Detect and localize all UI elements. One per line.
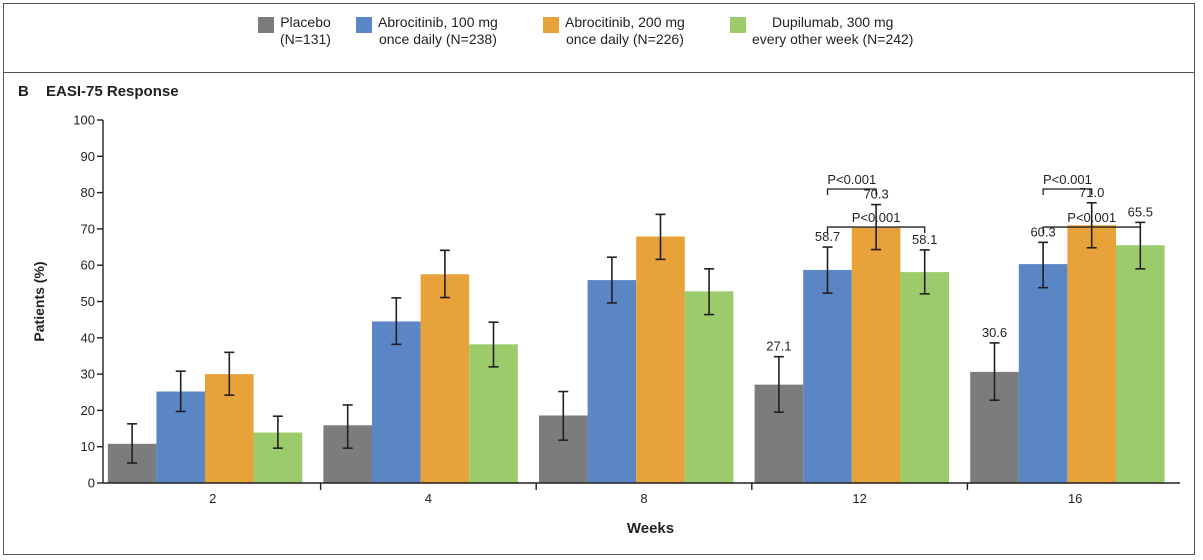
x-tick-label: 4 [425,491,432,506]
y-tick-label: 0 [88,476,95,491]
legend-name: Dupilumab, 300 mg [772,14,894,30]
y-axis-label: Patients (%) [31,261,47,341]
legend-swatch-abrocitinib-200 [543,17,559,33]
significance-bracket [1042,226,1141,234]
legend-label-dupilumab: Dupilumab, 300 mg every other week (N=24… [752,14,913,48]
y-tick-label: 90 [81,149,95,164]
legend-label-placebo: Placebo (N=131) [280,14,331,48]
legend-name: Abrocitinib, 200 mg [565,14,685,30]
legend-label-abrocitinib-100: Abrocitinib, 100 mg once daily (N=238) [378,14,498,48]
y-tick-label: 10 [81,439,95,454]
significance-label: P<0.001 [852,210,901,225]
bar [636,236,685,483]
y-tick-label: 20 [81,403,95,418]
bar [684,291,734,483]
bar [1018,264,1068,483]
legend-detail: every other week (N=242) [752,31,914,47]
x-axis-label: Weeks [627,520,674,537]
bar [372,321,421,483]
x-tick-label: 2 [209,491,216,506]
legend-label-abrocitinib-200: Abrocitinib, 200 mg once daily (N=226) [565,14,685,48]
data-label: 30.6 [982,325,1007,340]
significance-label: P<0.001 [1043,172,1092,187]
y-tick-label: 80 [81,185,95,200]
legend-swatch-placebo [258,17,274,33]
panel-label: B [18,83,29,100]
bar [900,272,949,483]
bar [851,227,901,483]
legend-item-dupilumab: Dupilumab, 300 mg every other week (N=24… [730,14,913,48]
legend-item-abrocitinib-100: Abrocitinib, 100 mg once daily (N=238) [356,14,498,48]
figure-frame [3,3,1195,555]
legend-detail: once daily (N=238) [378,31,497,47]
legend-detail: (N=131) [280,31,331,47]
y-tick-label: 40 [81,330,95,345]
y-tick-label: 30 [81,367,95,382]
bar [587,280,637,483]
significance-bracket [826,226,926,234]
significance-label: P<0.001 [1067,210,1116,225]
legend-divider [3,72,1195,73]
legend-name: Placebo [280,14,331,30]
x-tick-label: 12 [852,491,866,506]
legend: Placebo (N=131) Abrocitinib, 100 mg once… [0,14,1203,64]
y-tick-label: 60 [81,258,95,273]
y-tick-label: 100 [73,113,95,128]
data-label: 65.5 [1128,204,1153,219]
x-tick-label: 16 [1068,491,1082,506]
bar [1067,225,1116,483]
x-tick-label: 8 [640,491,647,506]
significance-label: P<0.001 [827,172,876,187]
legend-name: Abrocitinib, 100 mg [378,14,498,30]
legend-item-abrocitinib-200: Abrocitinib, 200 mg once daily (N=226) [543,14,685,48]
bar [1116,245,1165,483]
data-label: 58.1 [912,232,937,247]
bar [420,274,470,483]
significance-bracket [1042,188,1093,195]
bar [803,269,852,483]
y-tick-label: 50 [81,294,95,309]
legend-item-placebo: Placebo (N=131) [258,14,331,48]
legend-swatch-dupilumab [730,17,746,33]
data-label: 58.7 [815,229,840,244]
legend-detail: once daily (N=226) [565,31,684,47]
data-label: 27.1 [766,339,791,354]
panel-title: EASI-75 Response [46,83,179,100]
legend-swatch-abrocitinib-100 [356,17,372,33]
significance-bracket [826,188,877,195]
y-tick-label: 70 [81,221,95,236]
